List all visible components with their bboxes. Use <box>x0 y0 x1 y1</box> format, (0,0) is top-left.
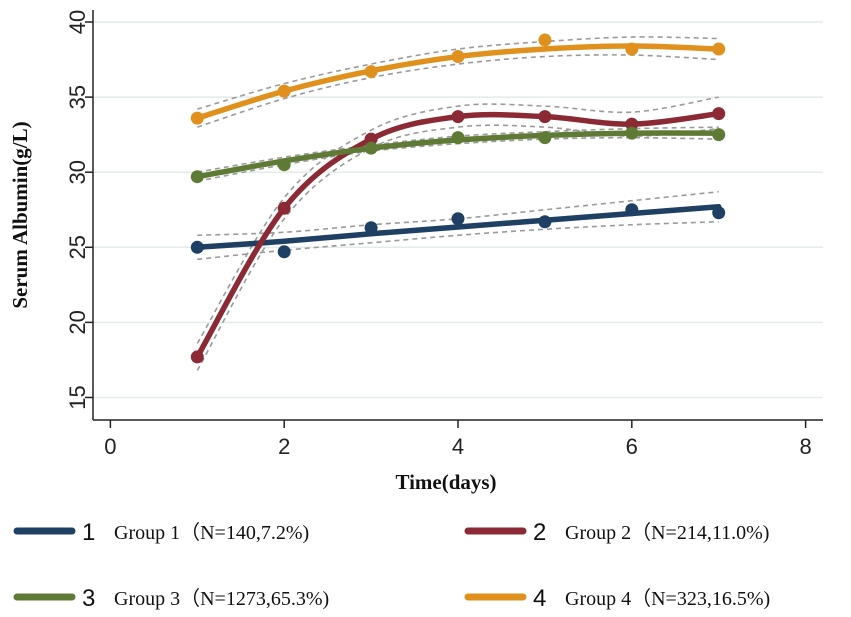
axes: 15 20 25 30 35 40 0 2 4 6 8 <box>65 10 823 459</box>
y-tick-label-40: 40 <box>65 10 90 34</box>
group-2-point-1 <box>190 350 204 364</box>
group-4-point-3 <box>364 65 378 79</box>
x-axis-label: Time(days) <box>395 470 496 494</box>
y-tick-label-15: 15 <box>65 385 90 409</box>
group-2-point-7 <box>712 107 726 121</box>
y-tick-label-25: 25 <box>65 235 90 259</box>
x-tick-label-4: 4 <box>452 434 464 459</box>
x-tick-label-2: 2 <box>278 434 290 459</box>
group-3-ci-lower <box>197 136 719 182</box>
group-3-point-2 <box>277 158 291 172</box>
group-2-point-5 <box>538 110 552 124</box>
y-tick-label-35: 35 <box>65 85 90 109</box>
group-1-point-7 <box>712 206 726 220</box>
legend-item-group-1: 1 Group 1（N=140,7.2%) <box>13 519 309 546</box>
legend-item-group-2: 2 Group 2（N=214,11.0%) <box>464 519 769 546</box>
legend: 1 Group 1（N=140,7.2%) 2 Group 2（N=214,11.0%… <box>13 519 770 612</box>
group-3-legend-number: 3 <box>82 585 95 612</box>
x-tick-label-8: 8 <box>799 434 811 459</box>
group-2-legend-label: Group 2（N=214,11.0%) <box>565 521 769 544</box>
group-4-legend-label: Group 4（N=323,16.5%) <box>565 587 770 610</box>
group-3-point-5 <box>538 131 552 145</box>
group-3-point-7 <box>712 128 726 142</box>
group-3-legend-label: Group 3（N=1273,65.3%) <box>114 587 329 610</box>
group-2-point-3 <box>364 132 378 146</box>
group-3-point-4 <box>451 131 465 145</box>
y-axis-label: Serum Albumin(g/L) <box>8 121 32 308</box>
group-4-point-4 <box>451 50 465 64</box>
group-2-ci-upper <box>196 96 719 344</box>
y-tick-label-20: 20 <box>65 310 90 334</box>
group-1-point-3 <box>364 221 378 235</box>
y-tick-label-30: 30 <box>65 160 90 184</box>
group-4-ci-upper <box>197 36 719 110</box>
fitted-lines <box>194 43 722 360</box>
group-1-point-2 <box>277 245 291 259</box>
x-tick-label-6: 6 <box>626 434 638 459</box>
group-1-legend-label: Group 1（N=140,7.2%) <box>114 521 309 544</box>
group-3-point-1 <box>190 170 204 184</box>
group-4-point-5 <box>538 33 552 47</box>
group-1-point-1 <box>190 240 204 254</box>
group-3-point-6 <box>625 126 639 140</box>
data-points <box>190 33 726 364</box>
legend-item-group-4: 4 Group 4（N=323,16.5%) <box>464 585 770 612</box>
group-2-point-4 <box>451 110 465 124</box>
group-4-point-1 <box>190 111 204 125</box>
group-4-point-2 <box>277 84 291 98</box>
legend-item-group-3: 3 Group 3（N=1273,65.3%) <box>13 585 329 612</box>
group-3-point-3 <box>364 141 378 155</box>
group-4-point-6 <box>625 42 639 56</box>
group-1-point-4 <box>451 212 465 226</box>
group-2-point-6 <box>625 117 639 131</box>
group-4-legend-number: 4 <box>533 585 546 612</box>
x-tick-label-0: 0 <box>104 434 116 459</box>
group-2-point-2 <box>277 201 291 215</box>
group-1-ci-lower <box>197 220 719 261</box>
confidence-bands <box>196 36 719 371</box>
group-1-legend-number: 1 <box>82 519 95 546</box>
group-1-point-5 <box>538 215 552 229</box>
group-2-legend-number: 2 <box>533 519 546 546</box>
group-4-point-7 <box>712 42 726 56</box>
group-1-point-6 <box>625 203 639 217</box>
